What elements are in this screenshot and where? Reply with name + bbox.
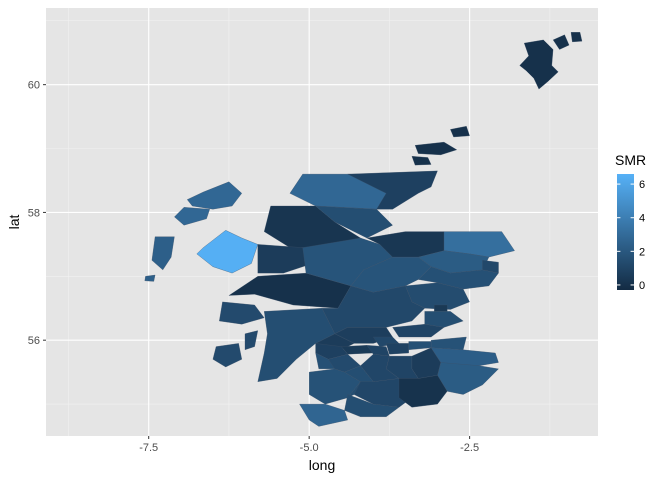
region-ne-fife bbox=[424, 311, 464, 328]
legend-break-label: 2 bbox=[639, 246, 645, 258]
x-tick-label: -5.0 bbox=[300, 442, 319, 454]
region-west-lothian bbox=[386, 343, 409, 355]
region-wigtown bbox=[299, 403, 348, 427]
region-uist bbox=[151, 236, 175, 271]
legend-break-label: 0 bbox=[639, 280, 645, 292]
region-dundee bbox=[434, 304, 448, 312]
region-caithness bbox=[347, 170, 438, 210]
region-shetland-mainland bbox=[519, 39, 559, 90]
region-shetland-yell bbox=[552, 34, 570, 50]
x-tick-label: -7.5 bbox=[139, 442, 158, 454]
region-jura bbox=[244, 330, 258, 350]
y-tick-label: 58 bbox=[28, 207, 40, 219]
region-dunfermline-kirkcaldy bbox=[392, 324, 445, 338]
legend: SMR 0 2 4 6 bbox=[615, 152, 646, 292]
legend-break-label: 4 bbox=[639, 213, 645, 225]
region-islay bbox=[212, 343, 242, 368]
region-lewis bbox=[187, 181, 242, 210]
region-harris bbox=[174, 207, 210, 226]
region-orkney-mainland bbox=[414, 141, 457, 156]
legend-break-label: 6 bbox=[639, 179, 645, 191]
region-skye bbox=[196, 230, 258, 274]
region-ross-cromarty-east bbox=[315, 205, 393, 239]
y-tick-label: 60 bbox=[28, 80, 40, 92]
region-shetland-unst bbox=[570, 32, 583, 43]
x-axis-title: long bbox=[309, 457, 335, 473]
y-axis: 56 58 60 bbox=[28, 80, 46, 347]
region-perth-kinross bbox=[321, 285, 425, 334]
y-tick-label: 56 bbox=[28, 335, 40, 347]
y-axis-title: lat bbox=[6, 215, 22, 230]
region-barra bbox=[144, 274, 156, 282]
legend-breaks: 0 2 4 6 bbox=[617, 179, 645, 292]
region-orkney-north-isles bbox=[450, 126, 470, 138]
region-kincardine-deeside bbox=[418, 266, 499, 290]
legend-title: SMR bbox=[615, 152, 646, 168]
region-skye-lochalsh bbox=[257, 244, 313, 274]
region-orkney-hoy bbox=[411, 156, 432, 166]
map-regions bbox=[144, 32, 583, 427]
legend-colorbar bbox=[617, 174, 634, 290]
x-tick-label: -2.5 bbox=[460, 442, 479, 454]
region-mull bbox=[219, 301, 265, 325]
region-roxburgh bbox=[437, 362, 499, 395]
region-annandale bbox=[398, 375, 448, 408]
x-axis: -7.5 -5.0 -2.5 bbox=[139, 436, 479, 454]
